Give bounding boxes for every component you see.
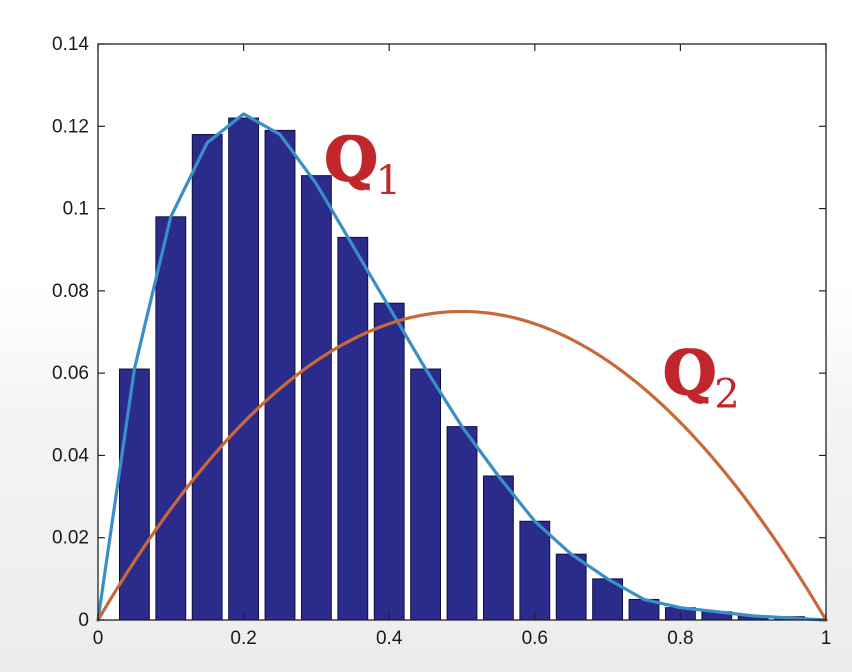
series-line-q1 — [96, 112, 828, 622]
histogram-bar — [337, 236, 369, 621]
histogram-bars — [118, 117, 806, 621]
annotation-subscript: 2 — [714, 372, 739, 418]
histogram-bar — [191, 134, 223, 621]
x-tick-label: 0.2 — [230, 628, 256, 649]
histogram-bar — [482, 475, 514, 621]
y-tick-label: 0.06 — [52, 363, 89, 384]
histogram-bar — [155, 216, 187, 621]
histogram-bar — [300, 175, 332, 621]
axes-frame — [97, 43, 827, 621]
annotation-letter: Q — [324, 125, 373, 195]
x-tick-label: 0.8 — [667, 628, 693, 649]
y-tick-label: 0.14 — [52, 34, 89, 55]
axes — [97, 43, 827, 621]
y-tick-label: 0.1 — [63, 199, 89, 220]
series-line-q2 — [96, 309, 828, 622]
histogram-bar — [519, 520, 551, 621]
x-tick-label: 1 — [821, 628, 832, 649]
annotation-letter-stroke: Q — [330, 125, 379, 195]
annotation-subscript: 1 — [376, 158, 401, 204]
histogram-bar — [410, 368, 442, 621]
y-tick-label: 0.02 — [52, 528, 89, 549]
x-tick-label: 0.6 — [522, 628, 548, 649]
annotation-letter-stroke: Q — [668, 339, 717, 409]
histogram-bar — [446, 426, 478, 621]
histogram-bar — [264, 129, 296, 621]
annotation-letter: Q — [662, 339, 711, 409]
histogram-bar — [373, 302, 405, 621]
y-tick-label: 0 — [78, 610, 89, 631]
y-tick-label: 0.12 — [52, 116, 89, 137]
y-tick-label: 0.04 — [52, 445, 89, 466]
x-tick-label: 0 — [93, 628, 104, 649]
y-tick-label: 0.08 — [52, 281, 89, 302]
annotation-q1: QQ1 — [323, 124, 401, 204]
annotation-q2: QQ2 — [661, 338, 739, 418]
histogram-bar — [118, 368, 150, 621]
x-tick-label: 0.4 — [376, 628, 403, 649]
series-lines — [96, 112, 828, 622]
x-axis-ticks: 0 0.2 0.4 0.6 0.8 1 — [93, 44, 832, 649]
histogram-bar — [555, 553, 587, 621]
y-axis-ticks: 0 0.02 0.04 0.06 0.08 0.1 0.12 0.14 — [52, 34, 826, 631]
histogram-bar — [228, 117, 260, 621]
